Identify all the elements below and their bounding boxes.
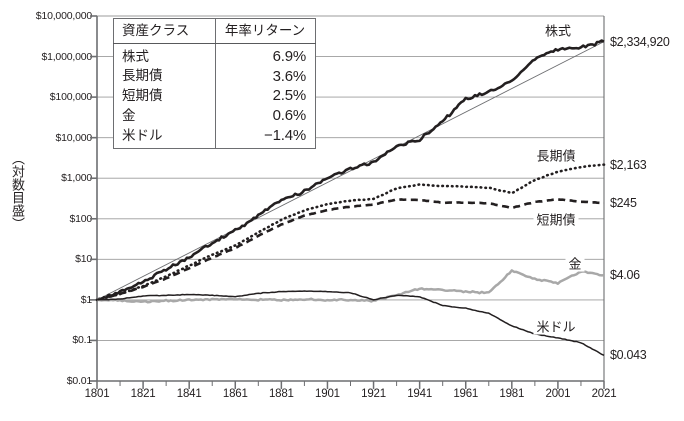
series-end-value-labels: $2,334,920 $2,163 $245 $4.06 $0.043 — [610, 0, 684, 421]
x-tick-label: 1821 — [130, 388, 156, 400]
series-label-long-term-bonds: 長期債 — [533, 148, 579, 164]
x-tick-label: 1941 — [407, 388, 433, 400]
cell-asset-class: 長期債 — [113, 66, 216, 87]
table-row: 長期債 3.6% — [113, 66, 316, 87]
y-tick-label: $10,000,000 — [35, 9, 92, 22]
x-tick-label: 1841 — [176, 388, 202, 400]
series-label-short-term-bonds: 短期債 — [533, 212, 579, 228]
cell-annual-return: 0.6% — [272, 106, 307, 124]
series-line-米ドル — [96, 290, 605, 357]
x-tick-label: 1861 — [222, 388, 248, 400]
series-label-us-dollar: 米ドル — [533, 319, 579, 335]
table-header-asset-class: 資産クラス — [113, 18, 216, 44]
y-tick-label: $10 — [75, 253, 92, 266]
series-label-gold: 金 — [565, 256, 585, 272]
end-value-label-2: $245 — [610, 195, 637, 210]
cell-asset-class: 米ドル — [113, 125, 216, 149]
series-line-長期債 — [95, 163, 606, 302]
table-row: 短期債 2.5% — [113, 86, 316, 106]
series-line-短期債 — [96, 197, 605, 302]
y-axis-title: （対数目盛） — [10, 152, 25, 230]
x-tick-label: 1981 — [499, 388, 525, 400]
table-row: 米ドル −1.4% — [113, 125, 316, 149]
cell-annual-return: 3.6% — [272, 67, 307, 85]
cell-asset-class: 株式 — [113, 43, 216, 67]
stocks-trendline — [96, 41, 605, 301]
x-tick-label: 2001 — [545, 388, 571, 400]
series-line-金 — [96, 269, 605, 304]
annual-return-summary-table: 資産クラス 年率リターン 株式 6.9% 長期債 3.6% 短期債 2.5% 金 0.6% 米ド… — [113, 18, 316, 150]
x-axis-tick-labels: 1801 1821 1841 1861 1881 1901 1921 1941 1961 1981… — [0, 388, 684, 411]
x-tick-label: 1961 — [453, 388, 479, 400]
y-tick-label: $1,000 — [61, 171, 92, 184]
table-header-row: 資産クラス 年率リターン — [113, 18, 316, 44]
y-tick-label: $100 — [69, 212, 92, 225]
y-tick-label: $100,000 — [49, 90, 92, 103]
x-tick-label: 1801 — [84, 388, 110, 400]
table-header-annual-return: 年率リターン — [215, 18, 316, 44]
x-tick-label: 1881 — [268, 388, 294, 400]
end-value-label-4: $0.043 — [610, 348, 647, 363]
series-label-stocks: 株式 — [541, 23, 575, 39]
table-row: 金 0.6% — [113, 105, 316, 126]
table-row: 株式 6.9% — [113, 43, 316, 67]
stocks-trendline-group — [96, 41, 605, 301]
cell-asset-class: 短期債 — [113, 86, 216, 106]
series-line-株式 — [96, 39, 605, 302]
cell-annual-return: −1.4% — [264, 126, 306, 144]
y-axis-tick-labels: $0.01 $0.1 $1 $10 $100 $1,000 $10,000 $100,000 $… — [0, 0, 92, 421]
end-value-label-1: $2,163 — [610, 157, 647, 172]
y-tick-label: $0.1 — [72, 334, 92, 347]
y-tick-label: $10,000 — [55, 131, 92, 144]
cell-annual-return: 6.9% — [272, 47, 307, 65]
y-tick-label: $1 — [80, 293, 92, 306]
axes — [90, 15, 605, 389]
x-tick-label: 1921 — [361, 388, 386, 400]
cell-asset-class: 金 — [113, 105, 216, 126]
y-tick-label: $1,000,000 — [41, 50, 92, 63]
cell-annual-return: 2.5% — [272, 87, 307, 105]
end-value-label-3: $4.06 — [610, 267, 640, 282]
end-value-label-0: $2,334,920 — [610, 34, 670, 49]
y-tick-label: $0.01 — [66, 374, 92, 387]
x-tick-label: 1901 — [315, 388, 340, 400]
x-tick-label: 2021 — [591, 388, 617, 400]
